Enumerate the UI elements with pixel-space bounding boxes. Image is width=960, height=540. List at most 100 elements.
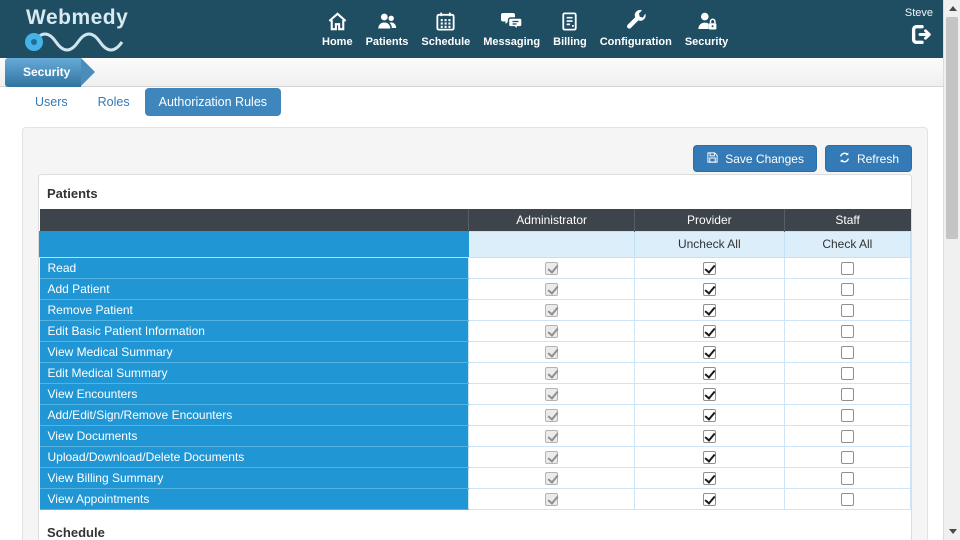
staff-checkbox[interactable]	[840, 303, 854, 317]
administrator-checkbox	[545, 303, 559, 317]
bulk-action-row: Uncheck All Check All	[39, 230, 911, 258]
administrator-checkbox	[545, 324, 559, 338]
staff-checkbox[interactable]	[840, 282, 854, 296]
column-header-provider: Provider	[633, 209, 785, 231]
scroll-down-arrow[interactable]	[944, 524, 960, 539]
provider-checkbox[interactable]	[702, 282, 716, 296]
column-header-staff: Staff	[783, 209, 911, 231]
staff-cell	[783, 466, 911, 489]
administrator-cell	[468, 403, 635, 426]
section-title-schedule: Schedule	[47, 524, 105, 540]
refresh-icon	[838, 151, 851, 167]
tab-users[interactable]: Users	[35, 95, 68, 109]
brand-name: Webmedy	[26, 6, 129, 29]
provider-cell	[633, 382, 785, 405]
breadcrumb-bar: Security	[0, 58, 943, 87]
provider-checkbox[interactable]	[702, 408, 716, 422]
table-row: Edit Basic Patient Information	[39, 319, 911, 342]
permission-label: View Encounters	[39, 383, 470, 405]
provider-cell	[633, 487, 785, 510]
provider-checkbox[interactable]	[702, 387, 716, 401]
user-area: Steve	[905, 7, 933, 52]
administrator-cell	[468, 319, 635, 342]
staff-checkbox[interactable]	[840, 471, 854, 485]
schedule-icon	[434, 9, 457, 33]
provider-checkbox[interactable]	[702, 324, 716, 338]
check-all-staff-link[interactable]: Check All	[783, 230, 911, 258]
nav-item-billing[interactable]: Billing	[553, 9, 587, 48]
provider-cell	[633, 403, 785, 426]
tab-authorization-rules[interactable]: Authorization Rules	[144, 88, 282, 116]
column-header-blank	[39, 209, 469, 231]
permission-label: Edit Basic Patient Information	[39, 320, 470, 342]
scroll-up-arrow[interactable]	[944, 1, 960, 16]
administrator-cell	[468, 256, 635, 279]
configuration-icon	[624, 9, 648, 33]
main-nav: Home Patients Schedule Messaging Billing	[322, 9, 728, 48]
administrator-checkbox	[545, 450, 559, 464]
provider-checkbox[interactable]	[702, 429, 716, 443]
provider-cell	[633, 298, 785, 321]
provider-cell	[633, 277, 785, 300]
table-row: Add Patient	[39, 277, 911, 300]
staff-cell	[783, 403, 911, 426]
uncheck-all-provider-link[interactable]: Uncheck All	[633, 230, 785, 258]
provider-checkbox[interactable]	[702, 366, 716, 380]
administrator-cell	[468, 298, 635, 321]
administrator-cell	[468, 445, 635, 468]
provider-cell	[633, 361, 785, 384]
tab-roles[interactable]: Roles	[97, 95, 130, 109]
nav-item-configuration[interactable]: Configuration	[600, 9, 672, 48]
webmedy-logo[interactable]: Webmedy	[25, 6, 156, 52]
nav-item-security[interactable]: Security	[685, 9, 728, 48]
administrator-cell	[468, 487, 635, 510]
home-icon	[326, 9, 349, 33]
billing-icon	[558, 9, 581, 33]
staff-checkbox[interactable]	[840, 261, 854, 275]
administrator-checkbox	[545, 387, 559, 401]
provider-checkbox[interactable]	[702, 450, 716, 464]
provider-checkbox[interactable]	[702, 303, 716, 317]
staff-checkbox[interactable]	[840, 429, 854, 443]
staff-checkbox[interactable]	[840, 345, 854, 359]
save-changes-button[interactable]: Save Changes	[693, 145, 817, 172]
rules-panel: Patients Administrator Provider Staff Un…	[38, 174, 912, 540]
provider-cell	[633, 424, 785, 447]
provider-checkbox[interactable]	[702, 345, 716, 359]
breadcrumb[interactable]: Security	[5, 58, 95, 87]
staff-cell	[783, 382, 911, 405]
messaging-icon	[500, 9, 524, 33]
staff-checkbox[interactable]	[840, 408, 854, 422]
staff-checkbox[interactable]	[840, 366, 854, 380]
nav-item-schedule[interactable]: Schedule	[421, 9, 470, 48]
administrator-cell	[468, 361, 635, 384]
permission-label: View Medical Summary	[39, 341, 470, 363]
nav-item-messaging[interactable]: Messaging	[483, 9, 540, 48]
administrator-checkbox	[545, 408, 559, 422]
provider-cell	[633, 445, 785, 468]
scrollbar-thumb[interactable]	[946, 17, 958, 239]
table-row: View Billing Summary	[39, 466, 911, 489]
staff-cell	[783, 487, 911, 510]
nav-item-home[interactable]: Home	[322, 9, 353, 48]
administrator-checkbox	[545, 261, 559, 275]
staff-checkbox[interactable]	[840, 450, 854, 464]
table-row: View Encounters	[39, 382, 911, 405]
staff-checkbox[interactable]	[840, 324, 854, 338]
content-well: Save Changes Refresh Patients Administra…	[22, 127, 928, 540]
nav-item-patients[interactable]: Patients	[366, 9, 408, 48]
table-row: View Appointments	[39, 487, 911, 510]
vertical-scrollbar[interactable]	[943, 0, 960, 540]
permission-label: Read	[39, 257, 470, 279]
provider-checkbox[interactable]	[702, 471, 716, 485]
administrator-checkbox	[545, 345, 559, 359]
table-row: Add/Edit/Sign/Remove Encounters	[39, 403, 911, 426]
refresh-button[interactable]: Refresh	[824, 145, 912, 172]
staff-checkbox[interactable]	[840, 492, 854, 506]
logout-icon[interactable]	[908, 22, 933, 52]
staff-cell	[783, 340, 911, 363]
administrator-checkbox	[545, 282, 559, 296]
staff-checkbox[interactable]	[840, 387, 854, 401]
provider-checkbox[interactable]	[702, 261, 716, 275]
provider-checkbox[interactable]	[702, 492, 716, 506]
